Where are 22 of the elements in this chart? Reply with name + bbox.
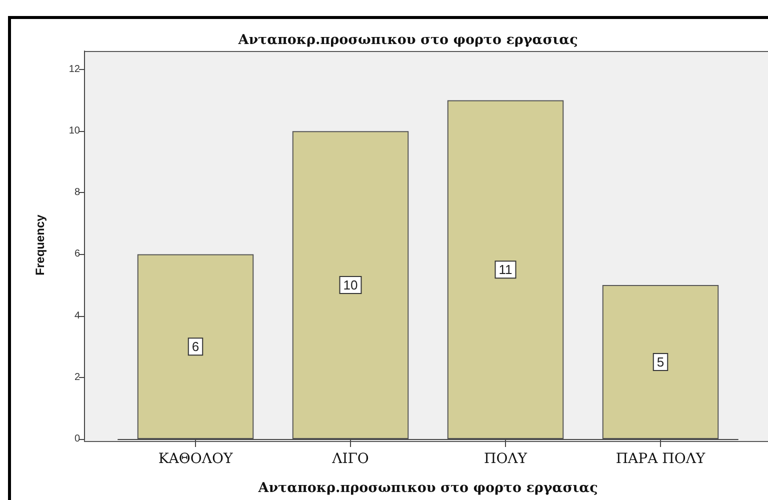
data-label: 6 xyxy=(192,339,200,354)
y-tick-label: 10 xyxy=(68,126,80,137)
bar xyxy=(447,100,564,439)
y-tick-label: 2 xyxy=(74,372,80,383)
y-tick-label: 6 xyxy=(74,248,80,260)
bar xyxy=(602,285,719,439)
bar xyxy=(137,254,254,439)
y-tick-label: 12 xyxy=(68,64,80,75)
data-label: 5 xyxy=(656,354,664,370)
y-tick-label: 8 xyxy=(74,187,80,198)
y-axis-title: Frequency xyxy=(33,214,47,276)
x-tick-label: ΛΙΓΟ xyxy=(331,451,369,467)
chart-title: Ανταποκρ.προσωπικου στο φορτο εργασιας xyxy=(237,32,578,48)
y-tick-label: 4 xyxy=(74,310,80,322)
data-label: 10 xyxy=(343,278,358,293)
x-tick-label: ΠΑΡΑ ΠΟΛΥ xyxy=(616,451,706,467)
bar xyxy=(292,131,409,439)
data-label: 11 xyxy=(498,262,512,278)
x-tick-label: ΠΟΛΥ xyxy=(484,451,528,467)
x-axis-title: Ανταποκρ.προσωπικου στο φορτο εργασιας xyxy=(257,480,598,496)
y-tick-label: 0 xyxy=(74,434,80,444)
x-tick-label: ΚΑΘΟΛΟΥ xyxy=(158,451,234,467)
